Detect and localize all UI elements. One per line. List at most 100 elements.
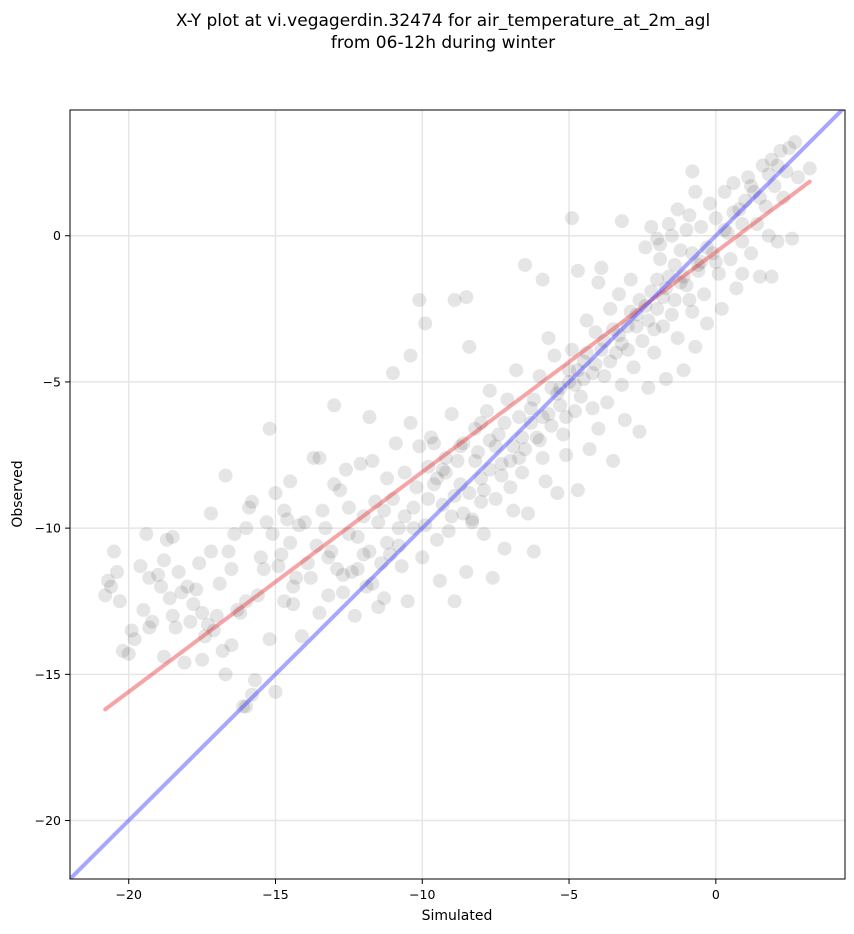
data-point (473, 494, 488, 509)
data-point (268, 486, 283, 501)
x-axis-label: Simulated (422, 908, 493, 924)
data-point (655, 290, 670, 305)
data-point (694, 219, 709, 234)
data-point (465, 512, 480, 527)
data-point (494, 468, 509, 483)
data-point (192, 556, 207, 571)
data-point (567, 377, 582, 392)
data-point (218, 468, 233, 483)
data-point (456, 506, 471, 521)
data-point (720, 225, 735, 240)
data-point (459, 564, 474, 579)
data-point (773, 143, 788, 158)
data-point (767, 179, 782, 194)
data-point (526, 544, 541, 559)
data-point (397, 465, 412, 480)
data-point (497, 415, 512, 430)
data-point (350, 562, 365, 577)
data-point (535, 450, 550, 465)
data-point (591, 275, 606, 290)
data-point (691, 257, 706, 272)
data-point (145, 614, 160, 629)
data-point (664, 228, 679, 243)
data-point (682, 293, 697, 308)
data-point (673, 243, 688, 258)
data-point (429, 471, 444, 486)
data-point (380, 535, 395, 550)
data-point (679, 222, 694, 237)
data-point (218, 667, 233, 682)
data-point (371, 515, 386, 530)
data-point (670, 331, 685, 346)
data-point (206, 623, 221, 638)
data-point (462, 486, 477, 501)
data-point (579, 313, 594, 328)
data-point (641, 380, 656, 395)
data-point (711, 266, 726, 281)
data-point (277, 503, 292, 518)
data-point (171, 564, 186, 579)
data-point (553, 398, 568, 413)
data-point (388, 436, 403, 451)
data-point (465, 515, 480, 530)
data-point (239, 594, 254, 609)
data-point (564, 342, 579, 357)
data-point (186, 597, 201, 612)
data-point (321, 588, 336, 603)
data-point (661, 269, 676, 284)
data-point (468, 421, 483, 436)
data-point (283, 535, 298, 550)
data-point (456, 436, 471, 451)
data-point (371, 600, 386, 615)
x-tick-label: −15 (262, 887, 288, 902)
data-point (764, 269, 779, 284)
data-point (403, 348, 418, 363)
data-point (749, 217, 764, 232)
plot-frame (69, 109, 846, 880)
data-point (673, 275, 688, 290)
data-point (494, 456, 509, 471)
data-point (462, 339, 477, 354)
data-point (485, 570, 500, 585)
data-point (515, 430, 530, 445)
data-point (391, 521, 406, 536)
data-point (253, 550, 268, 565)
data-point (570, 263, 585, 278)
data-point (268, 684, 283, 699)
data-point (761, 228, 776, 243)
data-point (432, 573, 447, 588)
data-point (198, 629, 213, 644)
data-point (180, 579, 195, 594)
data-point (365, 576, 380, 591)
data-point (564, 211, 579, 226)
data-point (195, 605, 210, 620)
data-point (242, 500, 257, 515)
data-point (438, 465, 453, 480)
data-point (195, 652, 210, 667)
data-point (297, 515, 312, 530)
data-point (788, 135, 803, 150)
data-point (353, 456, 368, 471)
fit-lines (70, 110, 845, 879)
data-point (473, 415, 488, 430)
y-tick-label: −15 (35, 667, 61, 682)
data-point (752, 269, 767, 284)
data-point (224, 562, 239, 577)
data-point (658, 281, 673, 296)
data-point (321, 550, 336, 565)
data-point (744, 246, 759, 261)
data-point (544, 418, 559, 433)
y-tick-label: −10 (35, 521, 61, 536)
data-point (532, 433, 547, 448)
data-point (700, 240, 715, 255)
data-point (303, 570, 318, 585)
data-point (247, 673, 262, 688)
data-point (782, 141, 797, 156)
data-point (779, 164, 794, 179)
plot-area (69, 109, 846, 880)
data-point (497, 541, 512, 556)
data-point (626, 360, 641, 375)
data-point (638, 240, 653, 255)
data-point (203, 544, 218, 559)
data-point (262, 632, 277, 647)
